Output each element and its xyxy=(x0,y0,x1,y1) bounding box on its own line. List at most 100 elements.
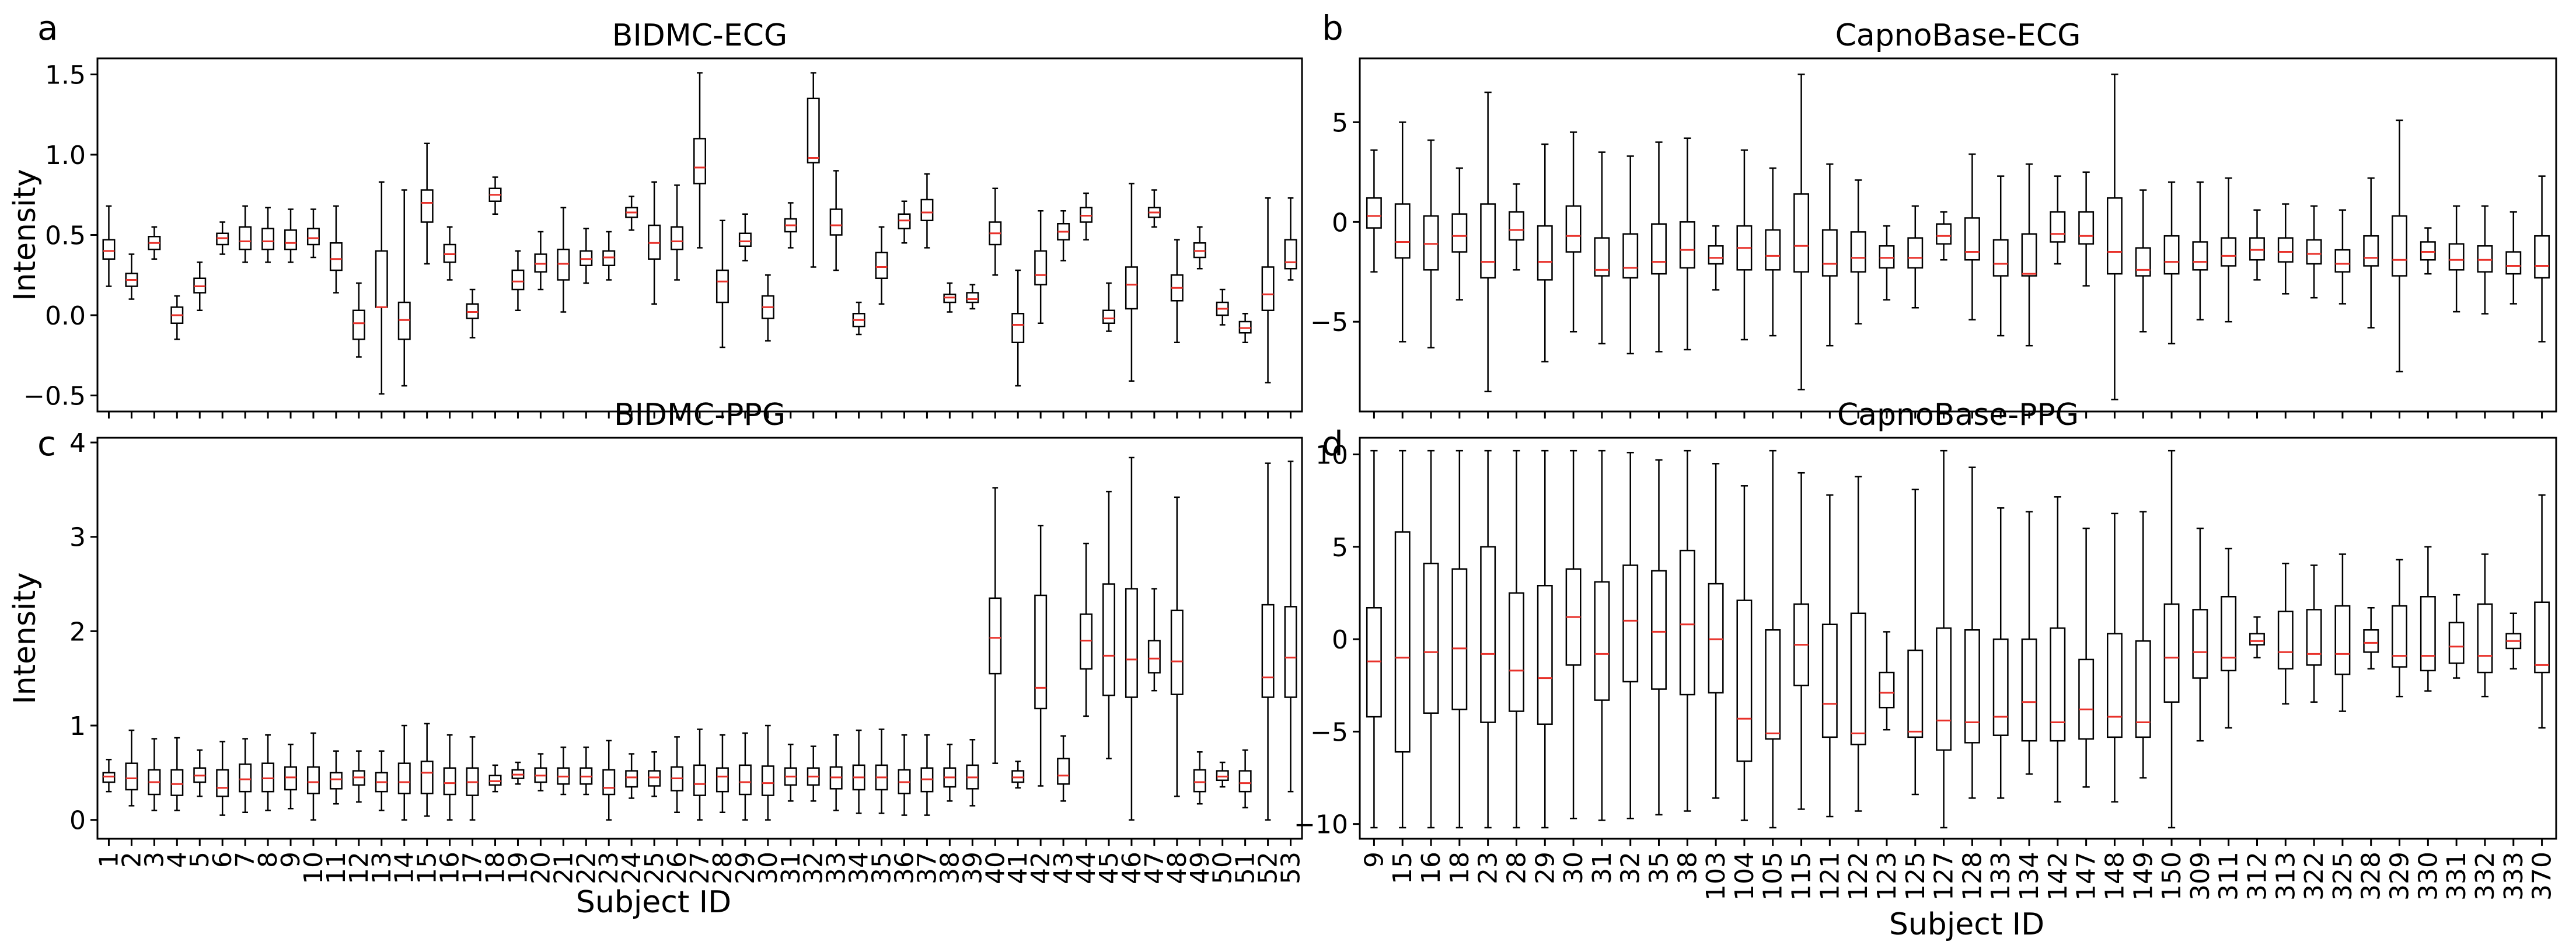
box-19 xyxy=(511,250,525,311)
box-iqr xyxy=(829,208,843,236)
panel-c-bidmc-ppg: cBIDMC-PPGIntensity012341234567891011121… xyxy=(8,397,1306,884)
x-tick-label: 19 xyxy=(503,852,533,884)
x-tick-label: 6 xyxy=(208,852,238,868)
box-48 xyxy=(1170,496,1184,797)
box-13 xyxy=(375,181,388,395)
box-iqr xyxy=(2534,235,2550,279)
box-27 xyxy=(693,728,706,821)
box-6 xyxy=(216,741,229,816)
box-iqr xyxy=(216,769,229,797)
box-iqr xyxy=(1451,568,1468,710)
box-29 xyxy=(1537,143,1553,362)
box-iqr xyxy=(2277,237,2294,263)
x-tick-label: 147 xyxy=(2072,852,2102,901)
x-tick-label: 49 xyxy=(1185,852,1215,884)
x-tick-label: 53 xyxy=(1276,852,1306,884)
x-tick-label: 329 xyxy=(2385,852,2415,901)
box-4 xyxy=(170,295,184,340)
box-iqr xyxy=(239,226,252,250)
box-45 xyxy=(1102,282,1115,332)
box-iqr xyxy=(2277,611,2294,669)
box-iqr xyxy=(329,772,343,790)
x-tick-label: 148 xyxy=(2100,852,2130,901)
x-tick-label: 20 xyxy=(526,852,556,884)
box-328 xyxy=(2363,607,2379,669)
box-150 xyxy=(2163,449,2180,829)
y-axis-label: Intensity xyxy=(8,572,43,704)
box-37 xyxy=(920,173,934,249)
box-15 xyxy=(420,142,434,265)
x-tick-label: 104 xyxy=(1730,852,1760,901)
box-24 xyxy=(625,196,638,231)
x-tick-label: 37 xyxy=(912,852,942,884)
box-18 xyxy=(1451,449,1468,829)
box-23 xyxy=(602,231,616,281)
x-tick-label: 40 xyxy=(980,852,1010,884)
box-iqr xyxy=(602,769,616,796)
box-iqr xyxy=(1537,585,1553,725)
box-iqr xyxy=(2448,243,2465,271)
box-30 xyxy=(1565,449,1582,820)
box-105 xyxy=(1765,449,1781,829)
box-16 xyxy=(1423,139,1439,348)
box-331 xyxy=(2448,205,2465,313)
box-5 xyxy=(193,261,207,311)
box-17 xyxy=(466,288,479,339)
box-104 xyxy=(1736,485,1753,821)
box-iqr xyxy=(966,292,979,304)
box-iqr xyxy=(375,250,388,308)
x-tick-label: 25 xyxy=(640,852,669,884)
box-iqr xyxy=(2135,640,2151,738)
box-iqr xyxy=(671,226,684,250)
box-iqr xyxy=(1394,531,1411,753)
box-21 xyxy=(557,746,570,796)
box-40 xyxy=(989,487,1002,764)
box-142 xyxy=(2050,496,2066,803)
x-tick-label: 16 xyxy=(1416,852,1446,884)
panel-label: d xyxy=(1322,424,1343,463)
box-iqr xyxy=(2420,596,2436,672)
box-35 xyxy=(1651,141,1667,353)
y-tick-label: 5 xyxy=(1332,108,1348,138)
x-tick-label: 115 xyxy=(1787,852,1817,901)
x-tick-label: 28 xyxy=(708,852,738,884)
x-tick-label: 311 xyxy=(2214,852,2244,901)
box-iqr xyxy=(2050,211,2066,243)
box-41 xyxy=(1011,269,1025,387)
x-tick-label: 125 xyxy=(1901,852,1931,901)
box-133 xyxy=(1992,175,2009,337)
box-iqr xyxy=(306,766,320,794)
box-42 xyxy=(1034,210,1048,324)
x-tick-label: 312 xyxy=(2243,852,2273,901)
x-tick-label: 38 xyxy=(935,852,965,884)
box-iqr xyxy=(1125,588,1138,698)
box-15 xyxy=(1394,121,1411,343)
box-7 xyxy=(239,738,252,813)
x-tick-label: 149 xyxy=(2128,852,2158,901)
x-tick-label: 46 xyxy=(1117,852,1147,884)
y-tick-label: 1.0 xyxy=(45,141,86,170)
y-tick-label: −5 xyxy=(1310,717,1348,747)
box-iqr xyxy=(1821,623,1838,738)
x-tick-label: 17 xyxy=(458,852,488,884)
box-36 xyxy=(898,734,911,816)
box-iqr xyxy=(1594,581,1610,701)
box-iqr xyxy=(170,769,184,796)
x-tick-label: 33 xyxy=(822,852,851,884)
box-iqr xyxy=(1793,193,1809,273)
box-147 xyxy=(2078,171,2095,287)
box-329 xyxy=(2392,119,2407,372)
box-iqr xyxy=(352,309,365,340)
box-46 xyxy=(1125,183,1138,382)
x-tick-label: 48 xyxy=(1163,852,1192,884)
box-37 xyxy=(920,734,934,816)
box-3 xyxy=(148,226,161,260)
x-tick-label: 15 xyxy=(1388,852,1418,884)
box-134 xyxy=(2021,511,2037,775)
box-125 xyxy=(1907,489,1924,796)
x-tick-label: 35 xyxy=(1645,852,1674,884)
box-147 xyxy=(2078,527,2095,788)
x-tick-label: 30 xyxy=(753,852,783,884)
box-50 xyxy=(1216,288,1229,326)
x-tick-label: 370 xyxy=(2528,852,2557,901)
